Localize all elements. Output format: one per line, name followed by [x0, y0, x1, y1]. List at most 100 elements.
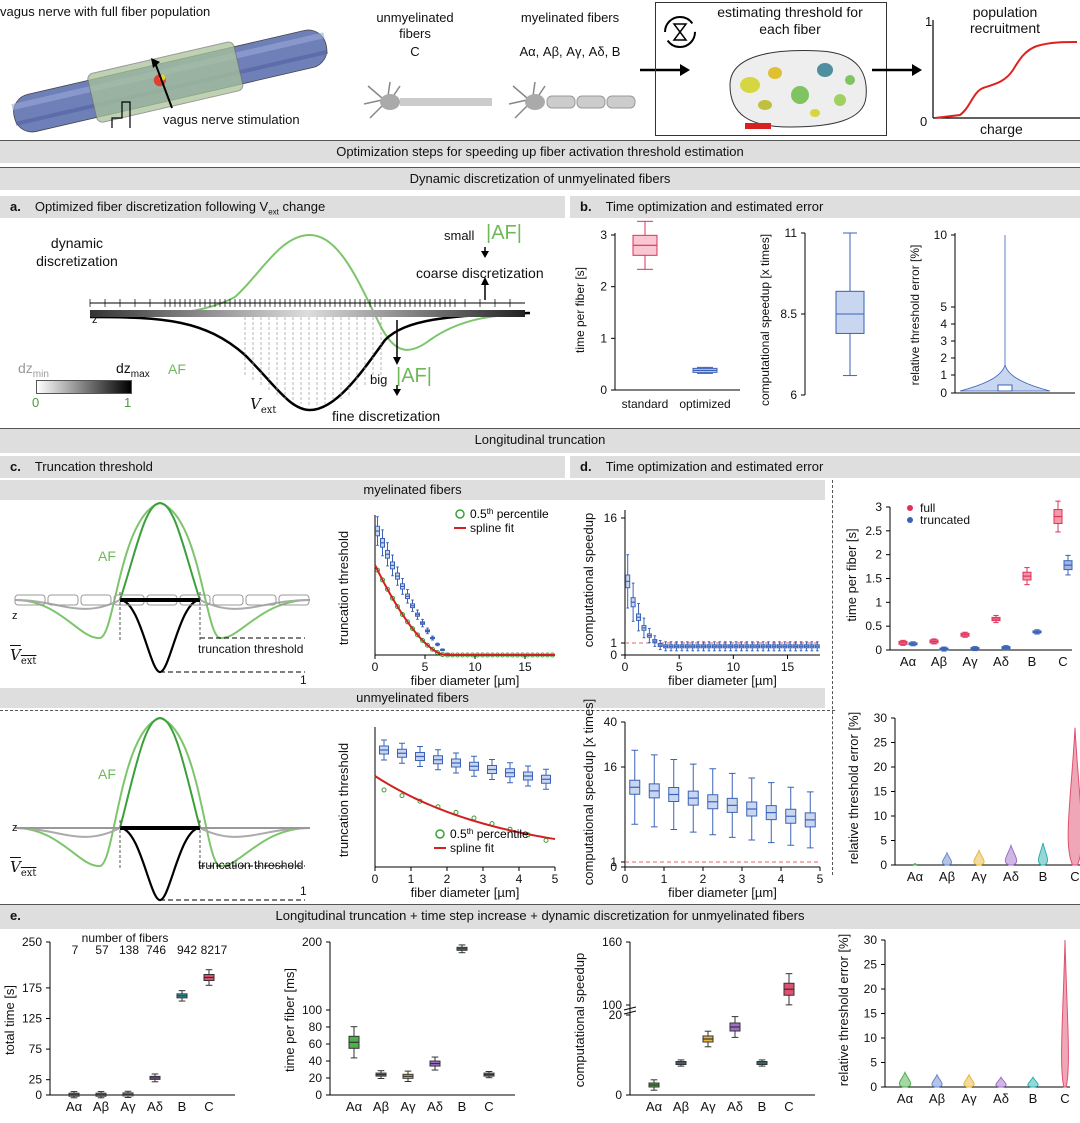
violin-B: [1027, 1076, 1039, 1088]
x-tick-label: Aδ: [993, 654, 1009, 669]
y-axis-label: time per fiber [ms]: [282, 968, 297, 1072]
chart-e-error: 0 5 10 15 20 25 30 relative threshold error [%]…: [836, 933, 1070, 1106]
panel-a-title-pre: Optimized fiber discretization following…: [34, 199, 269, 214]
y-tick-label: 20: [874, 760, 888, 774]
panel-d-header: d. Time optimization and estimated error: [570, 456, 1080, 478]
x-tick-label: 5: [676, 660, 683, 674]
x-tick-label: Aα: [66, 1099, 83, 1114]
x-tick-label: Aα: [900, 654, 917, 669]
af-abs-big: |AF|: [396, 365, 432, 387]
percentile-marker: [415, 632, 420, 638]
panel-c-letter: c.: [10, 459, 21, 474]
fine-label: fine discretization: [332, 408, 441, 424]
recruit-x-label: charge: [980, 121, 1023, 137]
y-tick-label: 0.5: [865, 619, 882, 633]
x-tick-label: 0: [622, 872, 629, 886]
y-tick-label: 0: [315, 1088, 322, 1102]
y-tick-label: 10: [874, 809, 888, 823]
y-axis-label: computational speedup: [581, 513, 596, 647]
y-tick-label: 30: [874, 711, 888, 725]
x-tick-label: optimized: [679, 397, 730, 411]
x-tick-label: B: [458, 1099, 467, 1114]
violin-B: [1037, 842, 1049, 866]
x-tick-label: Aα: [646, 1099, 663, 1114]
percentile-marker: [405, 619, 410, 625]
dashed-divider: [0, 710, 835, 711]
violin-Aβ: [941, 851, 953, 866]
big-label: big: [370, 372, 388, 387]
y-tick-label: 2: [875, 548, 882, 562]
y-axis-label: time per fiber [s]: [844, 528, 859, 621]
violin-Aδ: [1004, 843, 1018, 866]
x-tick-label: Aβ: [93, 1099, 109, 1114]
af-label-c1: AF: [98, 548, 116, 564]
x-tick-label: 1: [408, 872, 415, 886]
af-curve: [14, 716, 311, 868]
y-tick-label: 0: [615, 1088, 622, 1102]
nfib-count-3: 746: [146, 943, 166, 957]
chart-e-time-per-fiber: 0 20 40 60 80 100 200 time per fiber [ms] Aα Aβ Aγ…: [282, 935, 515, 1114]
y-axis-label: relative threshold error [%]: [836, 934, 851, 1086]
arrow-right-icon: [640, 64, 690, 76]
x-tick-label: 0: [372, 660, 379, 674]
vagus-nerve-illustration: [11, 29, 329, 133]
y-tick-label: 40: [309, 1054, 323, 1068]
y-axis-label: relative threshold error [%]: [908, 245, 922, 386]
y-tick-label: 0: [870, 1080, 877, 1094]
x-tick-label: 15: [781, 660, 795, 674]
nfib-count-4: 942: [177, 943, 197, 957]
z-label-c2: z: [12, 822, 18, 834]
y-tick-label: 250: [22, 935, 42, 949]
percentile-marker: [430, 646, 435, 652]
y-tick-label: 125: [22, 1012, 42, 1026]
y-tick-label: 1: [600, 331, 607, 345]
grad-zero: 0: [32, 395, 40, 410]
trunc-label-c1: truncation threshold: [198, 642, 304, 656]
myelin-segment: [14, 594, 46, 606]
af-peak-dark-left: [119, 717, 161, 829]
panel-e-letter: e.: [10, 908, 21, 923]
chart-b-time-per-fiber: 0 1 2 3 time per fiber [s] standard optimized: [573, 220, 740, 411]
vext-right-gray: [199, 599, 311, 610]
coarse-label: coarse discretization: [416, 265, 544, 281]
x-tick-label: Aα: [897, 1091, 914, 1106]
panel-b-header: b. Time optimization and estimated error: [570, 196, 1080, 218]
af-label-c2: AF: [98, 766, 116, 782]
x-axis-label: fiber diameter [µm]: [411, 673, 520, 688]
unmyel-types: C: [410, 44, 420, 59]
panel-e-header: e. Longitudinal truncation + time step in…: [0, 904, 1080, 929]
y-axis-label: relative threshold error [%]: [846, 712, 861, 864]
percentile-marker: [420, 637, 425, 643]
y-tick-label: 3: [940, 334, 947, 348]
y-tick-label: 2.5: [865, 524, 882, 538]
violin-Aβ: [931, 1073, 943, 1088]
panel-b-letter: b.: [580, 199, 592, 214]
x-tick-label: Aα: [346, 1099, 363, 1114]
y-axis-label: time per fiber [s]: [573, 267, 587, 353]
y-tick-label: 1: [610, 636, 617, 650]
myel-types: Aα, Aβ, Aγ, Aδ, B: [519, 44, 621, 59]
chart-d-myel-speedup: 0 5 10 15 01 16 fiber diameter [µm] computation…: [581, 510, 820, 688]
x-axis-label: fiber diameter [µm]: [411, 885, 520, 900]
y-axis-label: computational speedup [x times]: [581, 699, 596, 885]
x-tick-label: 10: [727, 660, 741, 674]
af-abs-small: |AF|: [486, 222, 522, 244]
x-tick-label: Aγ: [700, 1099, 716, 1114]
myelin-segment: [80, 594, 112, 606]
panel-a-diagram: [89, 233, 531, 412]
x-tick-label: 2: [444, 872, 451, 886]
x-tick-label: Aβ: [373, 1099, 389, 1114]
percentile-marker: [381, 787, 387, 793]
dz-gradient-bar: [36, 380, 132, 394]
x-tick-label: 15: [518, 660, 532, 674]
nfib-count-0: 7: [72, 943, 79, 957]
af-curve: [14, 501, 311, 640]
x-tick-label: 5: [552, 872, 559, 886]
axis-break-icon: [623, 1006, 637, 1015]
y-tick-label: 20: [609, 1008, 623, 1022]
y-tick-label: 40: [604, 715, 618, 729]
x-tick-label: Aγ: [120, 1099, 136, 1114]
y-tick-label: 100: [302, 1003, 322, 1017]
recruit-title: population recruitment: [969, 4, 1041, 36]
